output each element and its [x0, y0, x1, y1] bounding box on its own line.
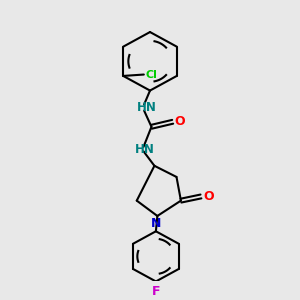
Text: O: O [203, 190, 214, 203]
Text: O: O [175, 115, 185, 128]
Text: Cl: Cl [145, 70, 157, 80]
Text: N: N [151, 218, 161, 230]
Text: HN: HN [135, 142, 155, 156]
Text: HN: HN [137, 101, 157, 114]
Text: F: F [152, 285, 160, 298]
